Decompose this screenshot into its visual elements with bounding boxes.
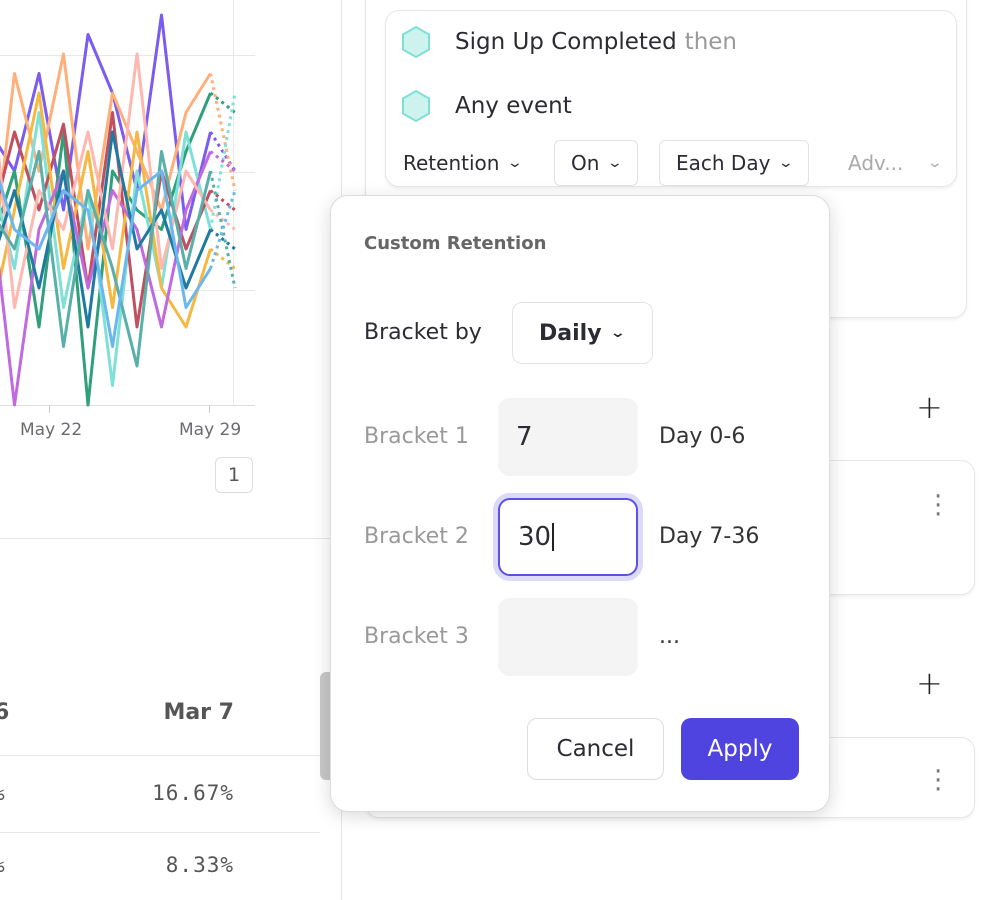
bracket-3-label: Bracket 3 <box>364 624 469 649</box>
advanced-dropdown[interactable]: Adv... ⌄ <box>831 140 958 186</box>
x-tick-label: May 29 <box>179 420 242 440</box>
bracket-2-input[interactable]: 30 <box>498 498 638 576</box>
event-name: Any event <box>455 93 572 119</box>
table-cell-partial: % <box>0 781 6 805</box>
series-incomplete-segment-6 <box>209 247 236 270</box>
series-line-11 <box>0 169 212 348</box>
series-incomplete-segment-5 <box>209 189 236 212</box>
each-day-label: Each Day <box>676 151 771 175</box>
bracket-2-label: Bracket 2 <box>364 524 469 549</box>
table-cell: 16.67% <box>152 781 234 805</box>
each-day-dropdown[interactable]: Each Day ⌄ <box>659 140 810 186</box>
bracket-1-label: Bracket 1 <box>364 424 469 449</box>
event-row-first[interactable]: Sign Up Completed then <box>401 25 737 59</box>
more-options-icon[interactable]: · · · <box>934 482 943 530</box>
series-incomplete-segment-11 <box>209 190 237 269</box>
custom-retention-popover: Custom Retention Bracket by Daily ⌄ Brack… <box>330 195 830 812</box>
bracket-by-dropdown[interactable]: Daily ⌄ <box>512 302 653 364</box>
on-dropdown[interactable]: On ⌄ <box>554 140 639 186</box>
event-row-second[interactable]: Any event <box>401 89 572 123</box>
series-incomplete-segment-8 <box>209 208 236 231</box>
event-hexagon-icon <box>402 89 430 123</box>
retention-dropdown[interactable]: Retention ⌄ <box>386 140 538 186</box>
retention-label: Retention <box>403 151 500 175</box>
bracket-by-value: Daily <box>539 320 602 346</box>
series-incomplete-segment-3 <box>209 91 236 114</box>
chevron-down-icon: ⌄ <box>609 325 626 341</box>
page-1-button[interactable]: 1 <box>215 457 253 493</box>
scrollbar[interactable] <box>320 672 332 780</box>
table-header-partial: 6 <box>0 700 10 725</box>
series-incomplete-segment-10 <box>209 170 237 289</box>
cancel-button[interactable]: Cancel <box>527 718 664 780</box>
series-line-10 <box>0 150 212 368</box>
popover-title: Custom Retention <box>364 233 547 254</box>
bracket-1-range: Day 0-6 <box>659 424 746 449</box>
gridline <box>0 290 255 291</box>
event-hexagon-icon <box>402 25 430 59</box>
bracket-3-range: ... <box>659 624 680 649</box>
table-cell-partial: % <box>0 853 6 877</box>
x-tick-label: May 22 <box>20 420 83 440</box>
bracket-2-value: 30 <box>518 522 552 552</box>
table-divider <box>0 755 320 756</box>
divider <box>0 538 341 539</box>
x-tick-mark <box>209 405 210 413</box>
chevron-down-icon: ⌄ <box>778 155 795 171</box>
table-cell: 8.33% <box>165 853 234 877</box>
table-header-mar-7: Mar 7 <box>163 700 234 725</box>
series-incomplete-segment-9 <box>209 228 236 251</box>
apply-button[interactable]: Apply <box>681 718 799 780</box>
event-name: Sign Up Completed <box>455 29 677 55</box>
bracket-1-input[interactable]: 7 <box>498 398 638 476</box>
series-incomplete-segment-1 <box>209 131 237 172</box>
x-tick-mark <box>49 405 50 413</box>
series-line-2 <box>0 52 212 251</box>
series-line-8 <box>0 52 212 309</box>
bracket-2-range: Day 7-36 <box>659 524 760 549</box>
then-label: then <box>684 29 737 55</box>
add-plus-icon[interactable]: + <box>916 664 943 702</box>
series-incomplete-segment-4 <box>209 92 237 230</box>
gridline <box>0 172 255 173</box>
bracket-by-label: Bracket by <box>364 320 482 345</box>
series-incomplete-segment-2 <box>209 73 237 191</box>
gridline-vertical <box>233 0 234 405</box>
retention-line-chart <box>0 13 237 407</box>
series-incomplete-segment-7 <box>209 150 236 173</box>
more-options-icon[interactable]: · · · <box>934 757 943 805</box>
gridline <box>0 55 255 56</box>
x-axis <box>0 405 255 406</box>
chevron-down-icon: ⌄ <box>507 155 524 171</box>
on-label: On <box>571 151 600 175</box>
advanced-label: Adv... <box>848 151 904 175</box>
text-cursor <box>552 523 555 551</box>
retention-behavior-card: Sign Up Completed then Any event Retentio… <box>385 10 957 187</box>
chevron-down-icon: ⌄ <box>607 155 624 171</box>
add-plus-icon[interactable]: + <box>916 388 943 426</box>
bracket-3-input[interactable] <box>498 598 638 676</box>
table-divider <box>0 832 320 833</box>
chevron-down-icon: ⌄ <box>927 155 944 171</box>
